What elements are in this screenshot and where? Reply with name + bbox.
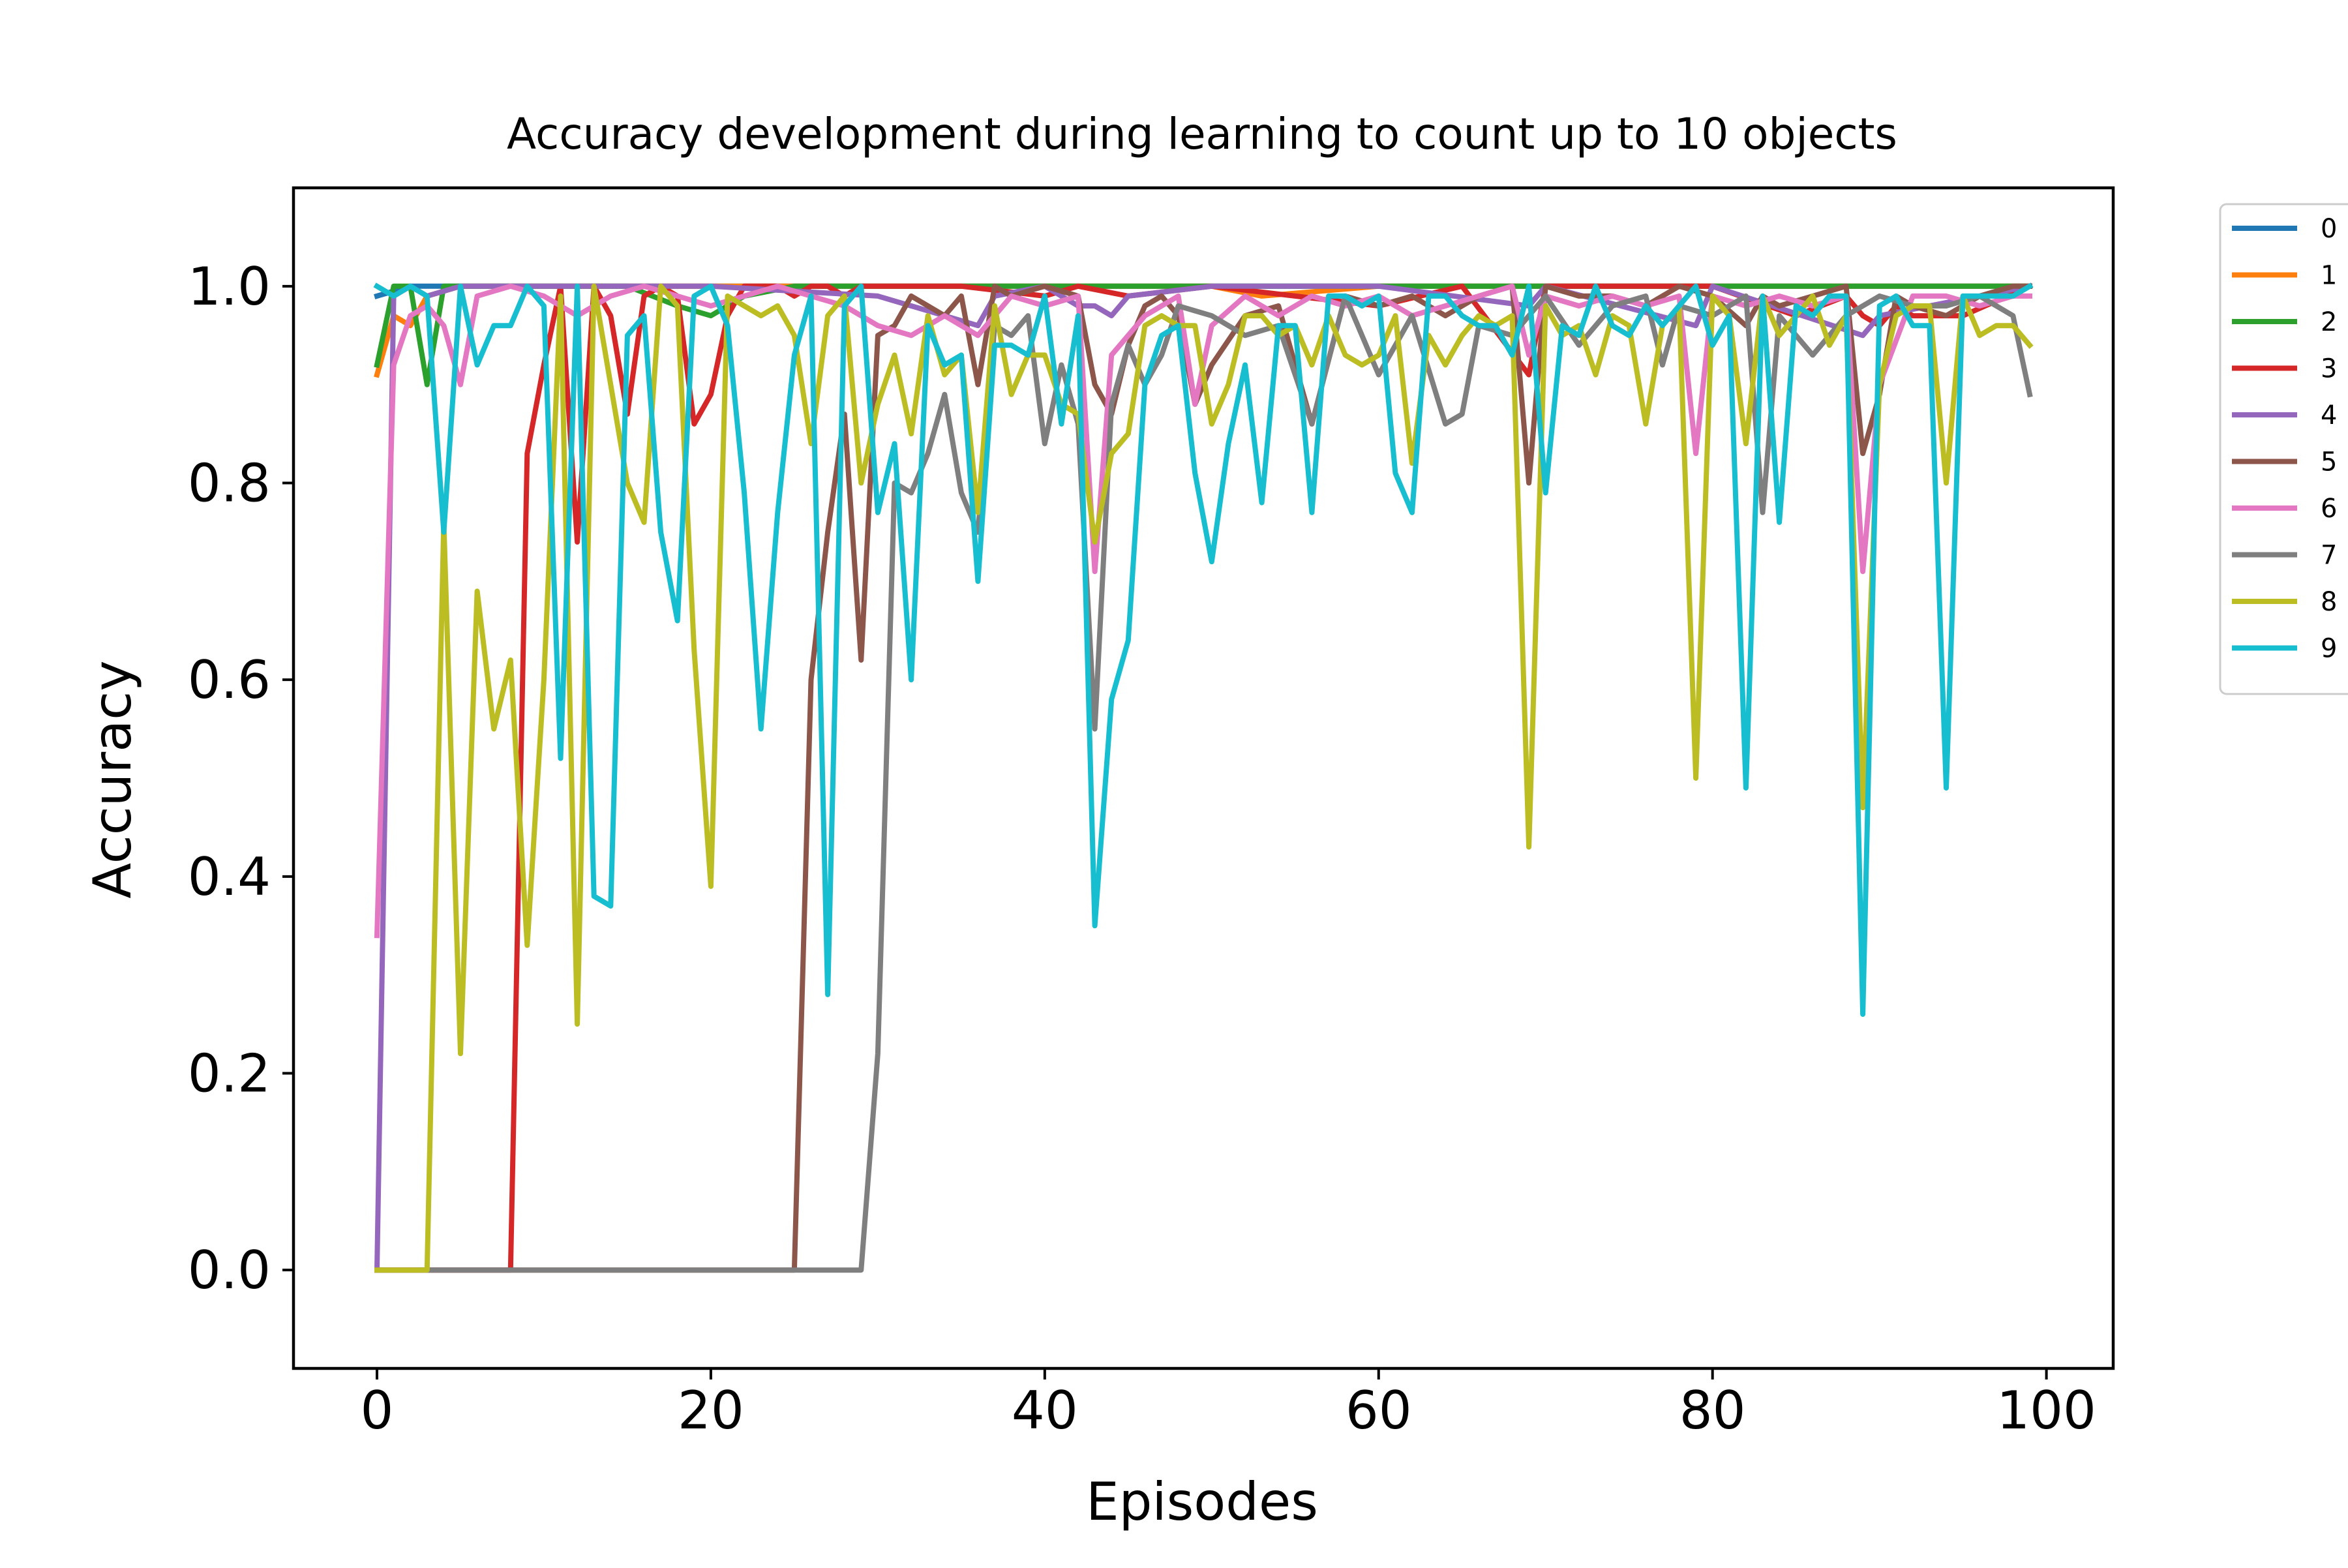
axes-frame [292,186,2115,1370]
y-tick-label: 0.0 [188,1240,271,1301]
x-tick-label: 20 [678,1380,744,1441]
legend-label-3: 3 [2321,354,2337,384]
series-line-4 [374,283,2033,1273]
x-tick-label: 40 [1012,1380,1078,1441]
x-axis-label: Episodes [1086,1471,1318,1532]
x-tick-label: 100 [1996,1380,2096,1441]
x-tick-label: 60 [1346,1380,1412,1441]
plot-area [373,282,2034,1273]
y-axis-label: Accuracy [82,660,143,898]
legend-label-2: 2 [2321,307,2337,337]
series-line-9 [373,282,2034,1017]
legend-label-4: 4 [2321,400,2337,430]
y-axis: 0.0 0.2 0.4 0.6 0.8 1.0 [188,256,294,1301]
y-tick-label: 0.8 [188,453,271,514]
x-tick-label: 0 [361,1380,394,1441]
legend-box [2219,203,2348,695]
legend-label-7: 7 [2321,541,2337,571]
legend-label-9: 9 [2321,634,2337,664]
legend-label-0: 0 [2321,214,2337,244]
legend: 0 1 2 3 4 5 6 7 8 9 [2219,203,2348,695]
y-tick-label: 0.6 [188,650,271,710]
series-line-6 [374,283,2032,939]
legend-label-8: 8 [2321,587,2337,617]
y-tick-label: 0.4 [188,847,271,907]
chart-title: Accuracy development during learning to … [507,109,1897,159]
y-tick-label: 0.2 [188,1044,271,1104]
x-tick-label: 80 [1679,1380,1746,1441]
legend-label-5: 5 [2321,447,2337,477]
y-tick-label: 1.0 [188,256,271,317]
legend-label-6: 6 [2321,494,2337,524]
x-axis: 0 20 40 60 80 100 [361,1368,2096,1441]
series-line-5 [374,283,2032,1273]
legend-label-1: 1 [2321,261,2337,291]
